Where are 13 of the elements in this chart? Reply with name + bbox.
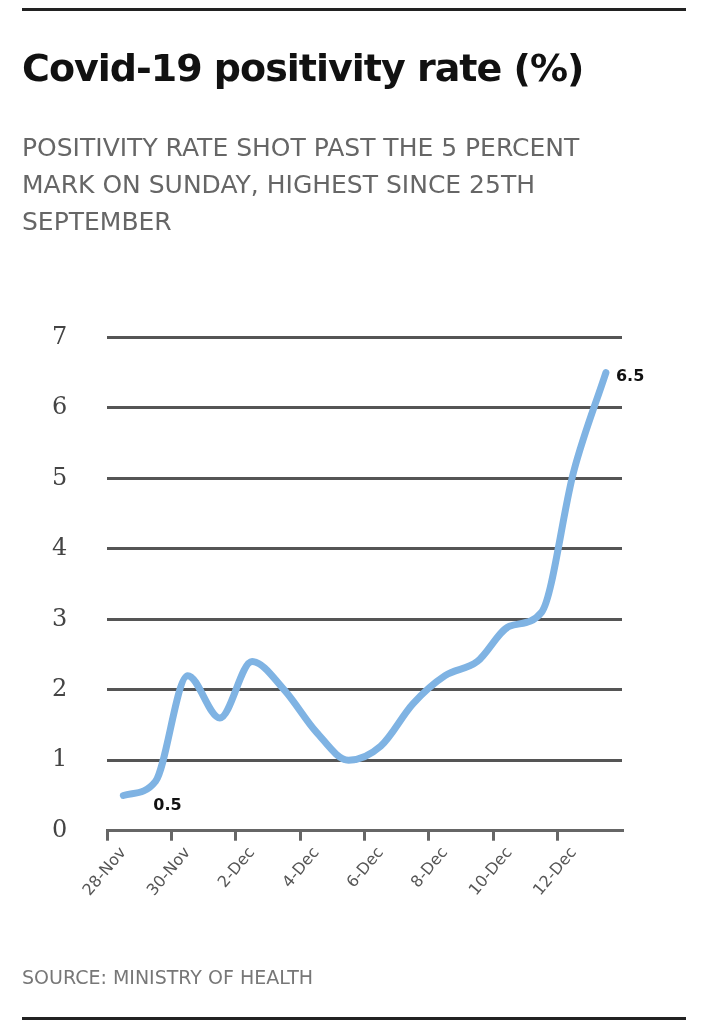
data-label: 6.5 (615, 365, 645, 385)
y-tick-label: 7 (51, 321, 68, 350)
y-tick-label: 0 (51, 814, 68, 843)
chart-subtitle: POSITIVITY RATE SHOT PAST THE 5 PERCENT MARK ON SUNDAY, HIGHEST SINCE 25TH SEPTEMBER (22, 132, 581, 238)
source-note: SOURCE: MINISTRY OF HEALTH (22, 966, 314, 988)
y-tick-label: 2 (51, 674, 68, 702)
y-tick-label: 4 (51, 533, 68, 562)
chart-title: Covid-19 positivity rate (%) (22, 46, 584, 90)
y-tick-label: 3 (51, 603, 68, 632)
data-label: 0.5 (153, 794, 182, 814)
y-tick-label: 6 (51, 392, 68, 421)
y-tick-label: 1 (51, 744, 68, 773)
y-tick-label: 5 (51, 462, 68, 491)
